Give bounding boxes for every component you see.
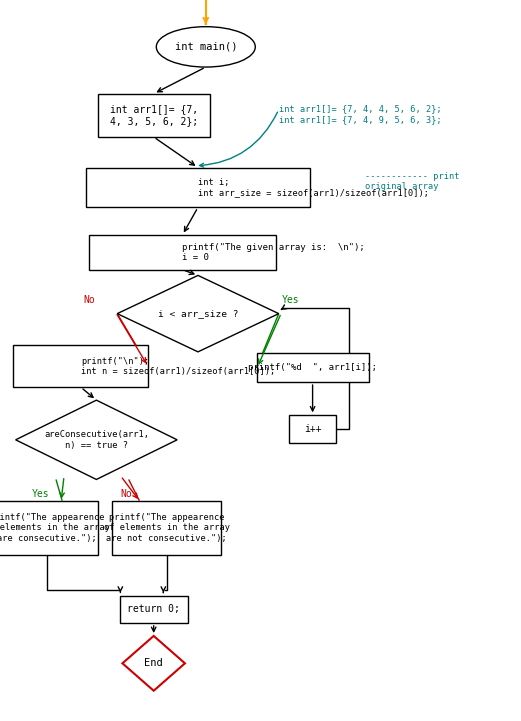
Text: printf("The appearence
of elements in the array
are consecutive.");: printf("The appearence of elements in th…: [0, 513, 110, 543]
Text: printf("The given array is:  \n");
i = 0: printf("The given array is: \n"); i = 0: [182, 243, 365, 262]
FancyBboxPatch shape: [289, 415, 336, 443]
FancyBboxPatch shape: [0, 500, 98, 555]
FancyBboxPatch shape: [98, 94, 209, 137]
Text: printf("%d  ", arr1[i]);: printf("%d ", arr1[i]);: [248, 363, 377, 372]
Text: i < arr_size ?: i < arr_size ?: [158, 309, 238, 318]
Text: i++: i++: [304, 424, 321, 434]
Text: return 0;: return 0;: [127, 604, 180, 614]
Polygon shape: [117, 275, 279, 352]
FancyBboxPatch shape: [256, 353, 369, 382]
Polygon shape: [122, 636, 185, 691]
Text: Yes: Yes: [32, 490, 49, 500]
Ellipse shape: [156, 27, 255, 67]
Text: printf("\n");
int n = sizeof(arr1)/sizeof(arr1[0]);: printf("\n"); int n = sizeof(arr1)/sizeo…: [81, 357, 275, 376]
Text: int i;
int arr_size = sizeof(arr1)/sizeof(arr1[0]);: int i; int arr_size = sizeof(arr1)/sizeo…: [198, 178, 429, 197]
FancyBboxPatch shape: [112, 500, 221, 555]
Text: printf("The appearence
of elements in the array
are not consecutive.");: printf("The appearence of elements in th…: [104, 513, 230, 543]
Text: int arr1[]= {7,
4, 3, 5, 6, 2};: int arr1[]= {7, 4, 3, 5, 6, 2};: [109, 105, 198, 126]
Polygon shape: [16, 400, 177, 479]
Text: No: No: [120, 490, 132, 500]
Text: Yes: Yes: [281, 295, 299, 305]
Text: int arr1[]= {7, 4, 4, 5, 6, 2};
int arr1[]= {7, 4, 9, 5, 6, 3};: int arr1[]= {7, 4, 4, 5, 6, 2}; int arr1…: [279, 105, 441, 124]
FancyBboxPatch shape: [86, 167, 310, 208]
FancyBboxPatch shape: [120, 596, 188, 623]
Text: No: No: [83, 295, 95, 305]
Text: int main(): int main(): [175, 42, 237, 52]
Text: End: End: [144, 658, 163, 668]
Text: ------------ print
original array: ------------ print original array: [365, 172, 459, 191]
Text: areConsecutive(arr1,
n) == true ?: areConsecutive(arr1, n) == true ?: [44, 430, 149, 449]
FancyBboxPatch shape: [89, 235, 276, 270]
FancyBboxPatch shape: [13, 345, 148, 387]
